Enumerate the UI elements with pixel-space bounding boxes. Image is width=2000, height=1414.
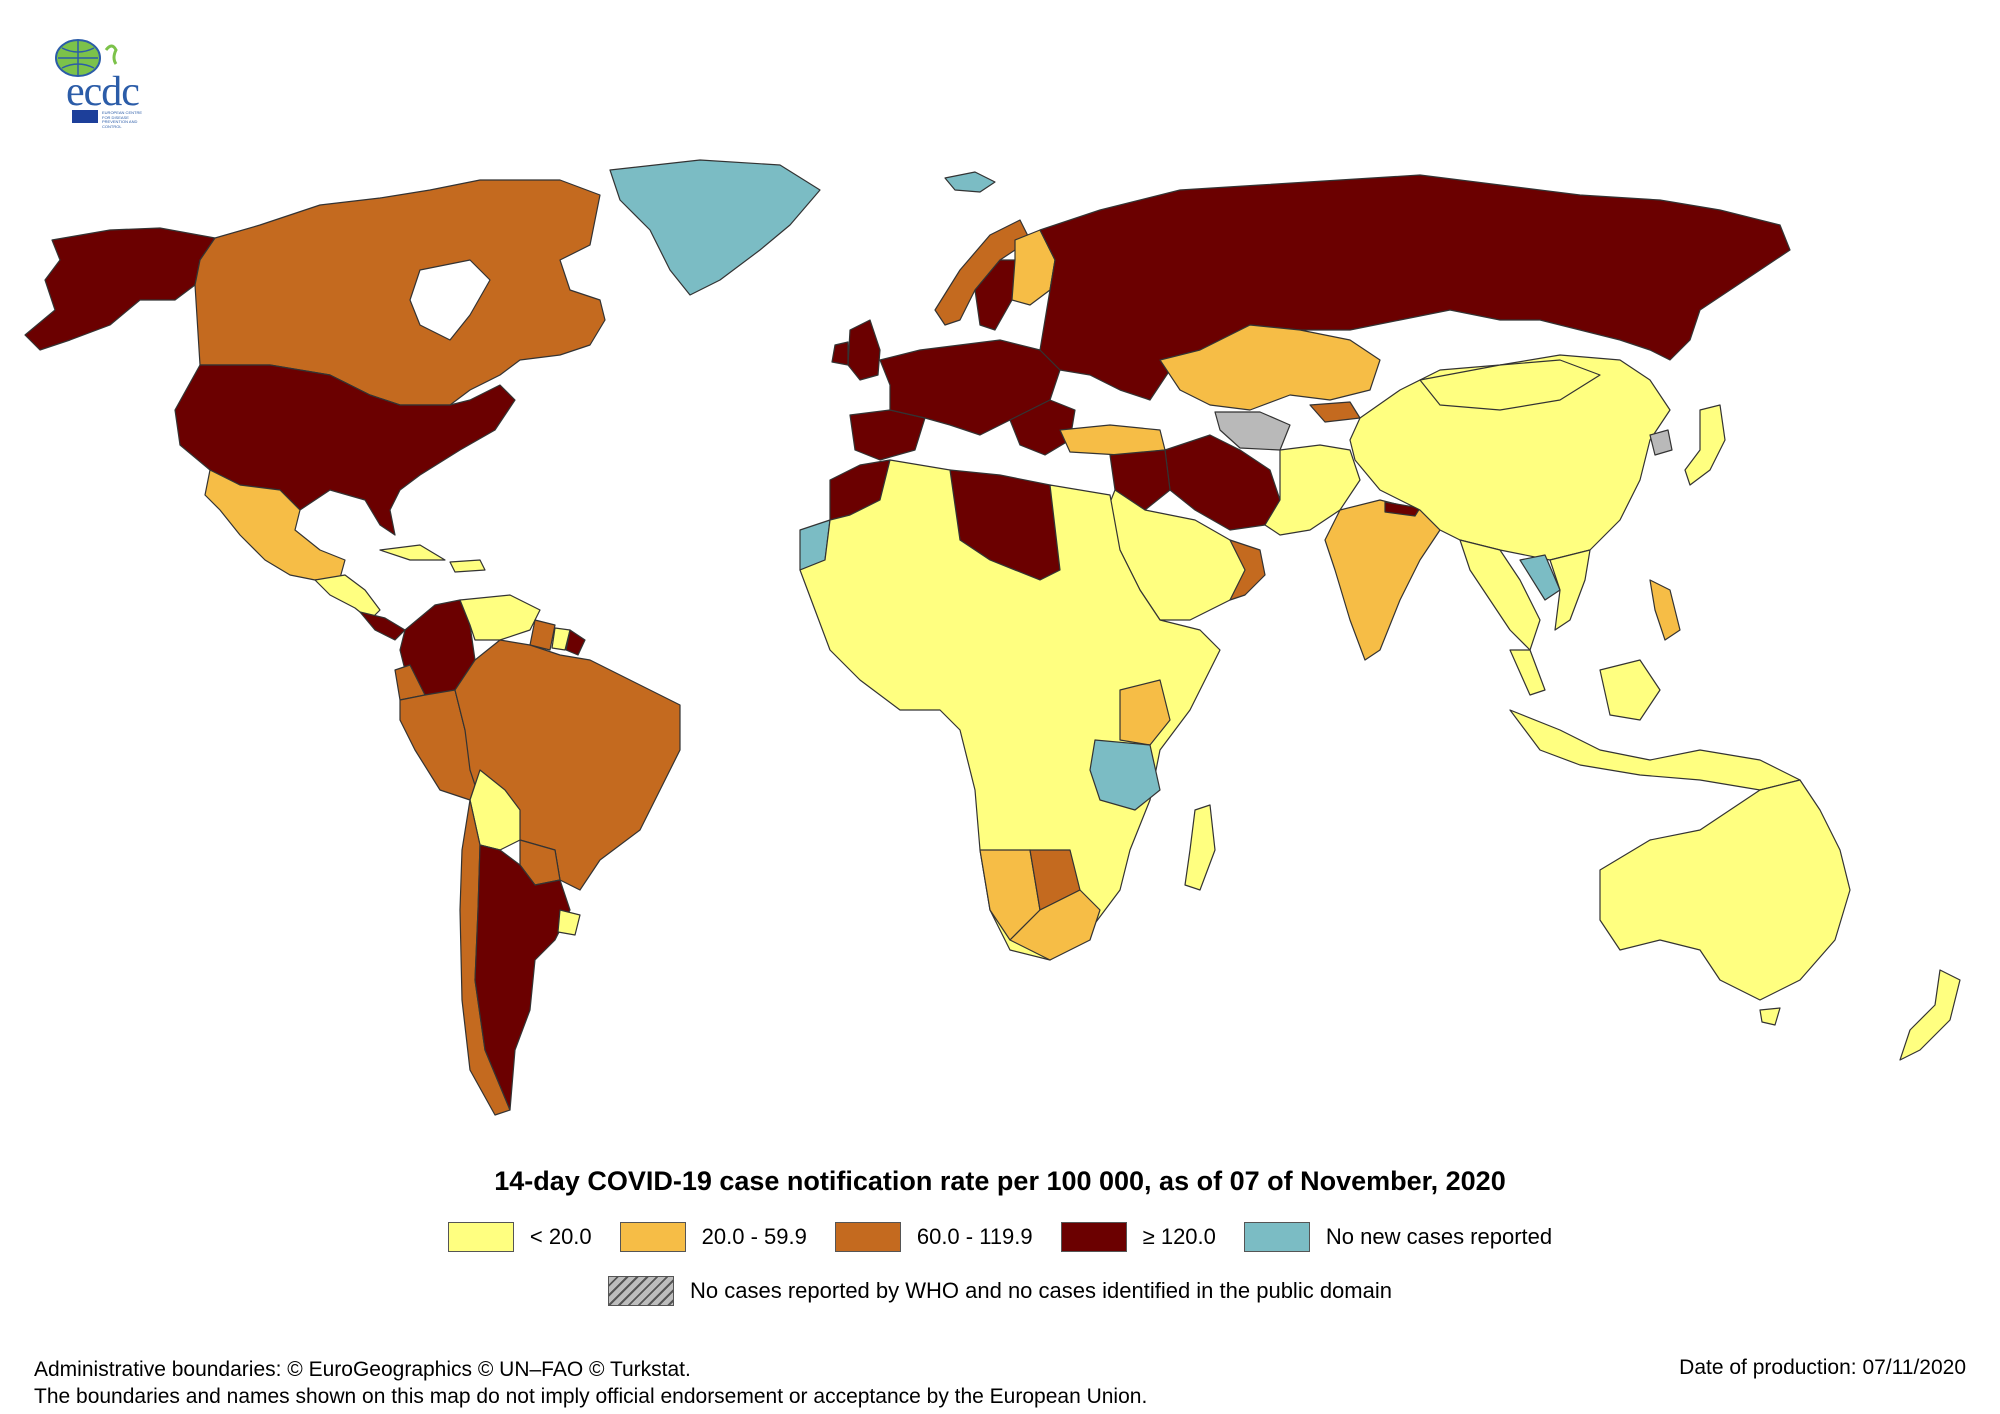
- legend-label: No cases reported by WHO and no cases id…: [690, 1278, 1392, 1303]
- footer-boundaries: Administrative boundaries: © EuroGeograp…: [34, 1358, 691, 1381]
- region-uruguay: [557, 909, 581, 936]
- production-date: Date of production: 07/11/2020: [1679, 1356, 1966, 1379]
- legend-label: < 20.0: [529, 1224, 592, 1249]
- legend-item-lt20: < 20.0: [447, 1222, 592, 1252]
- region-vietnam: [1549, 549, 1591, 631]
- region-philippines: [1649, 579, 1681, 641]
- region-argentina: [474, 844, 571, 1111]
- region-kenya: [1119, 679, 1171, 746]
- region-tasmania: [1759, 1007, 1781, 1026]
- region-malaysia: [1509, 649, 1546, 696]
- region-south-africa: [1009, 889, 1101, 961]
- region-borneo: [1599, 659, 1661, 721]
- legend-label: 60.0 - 119.9: [916, 1224, 1033, 1249]
- region-turkey: [1059, 424, 1166, 456]
- hatch-swatch: [608, 1276, 675, 1306]
- legend-item-no-data: No cases reported by WHO and no cases id…: [608, 1276, 1392, 1306]
- legend-swatch: [1243, 1222, 1310, 1252]
- region-kazakhstan: [1159, 324, 1381, 411]
- region-suriname: [551, 627, 571, 651]
- region-tanzania: [1089, 739, 1161, 811]
- region-india: [1324, 499, 1441, 661]
- footer-notes: Administrative boundaries: © EuroGeograp…: [34, 1356, 1147, 1410]
- region-french-guiana: [565, 629, 586, 656]
- region-afghanistan-pakistan: [1264, 444, 1361, 536]
- eu-flag-icon: [72, 110, 98, 123]
- region-iraq-syria: [1109, 449, 1171, 511]
- legend-swatch: [447, 1222, 514, 1252]
- logo-wordmark: ecdc: [66, 69, 140, 115]
- region-uk: [847, 319, 881, 381]
- region-kyrgyzstan: [1309, 401, 1361, 423]
- legend-item-60-119: 60.0 - 119.9: [834, 1222, 1033, 1252]
- region-guyana: [529, 619, 556, 651]
- region-hispaniola: [449, 559, 486, 573]
- legend-label: ≥ 120.0: [1142, 1224, 1216, 1249]
- region-cuba: [379, 544, 446, 561]
- region-brazil: [454, 639, 681, 891]
- region-costa-rica-panama: [359, 611, 406, 641]
- region-russia: [1039, 174, 1791, 401]
- region-iceland: [944, 171, 996, 193]
- region-australia: [1599, 779, 1851, 1001]
- region-mongolia: [1419, 359, 1601, 411]
- legend-label: No new cases reported: [1325, 1224, 1553, 1249]
- region-china: [1349, 354, 1671, 561]
- legend-item-20-59: 20.0 - 59.9: [619, 1222, 807, 1252]
- region-north-korea: [1649, 429, 1673, 456]
- legend-swatch: [834, 1222, 901, 1252]
- legend-swatch: [619, 1222, 686, 1252]
- footer-disclaimer: The boundaries and names shown on this m…: [34, 1385, 1148, 1408]
- legend-swatch: [1060, 1222, 1127, 1252]
- region-central-america: [314, 574, 381, 621]
- region-new-zealand: [1899, 969, 1961, 1061]
- region-alaska: [24, 227, 216, 351]
- region-myanmar-thailand: [1459, 539, 1541, 651]
- region-hudson-bay: [409, 259, 491, 341]
- region-nepal: [1384, 501, 1421, 517]
- legend: < 20.0 20.0 - 59.9 60.0 - 119.9 ≥ 120.0 …: [0, 1222, 2000, 1252]
- legend-no-data: No cases reported by WHO and no cases id…: [0, 1276, 2000, 1306]
- region-madagascar: [1184, 804, 1216, 891]
- region-indonesia: [1509, 709, 1801, 791]
- region-japan: [1684, 404, 1726, 486]
- legend-item-ge120: ≥ 120.0: [1060, 1222, 1216, 1252]
- map-title: 14-day COVID-19 case notification rate p…: [494, 1166, 1506, 1196]
- region-greenland: [609, 159, 821, 296]
- region-oman: [1229, 539, 1266, 601]
- globe-icon: [55, 39, 118, 77]
- legend-label: 20.0 - 59.9: [701, 1224, 807, 1249]
- region-iberia: [849, 409, 926, 461]
- region-ireland: [831, 341, 849, 366]
- world-map: [24, 159, 1961, 1116]
- region-venezuela: [459, 594, 541, 641]
- legend-item-no-new-cases: No new cases reported: [1243, 1222, 1553, 1252]
- logo-subtext: EUROPEAN CENTRE FOR DISEASE PREVENTION A…: [102, 110, 143, 129]
